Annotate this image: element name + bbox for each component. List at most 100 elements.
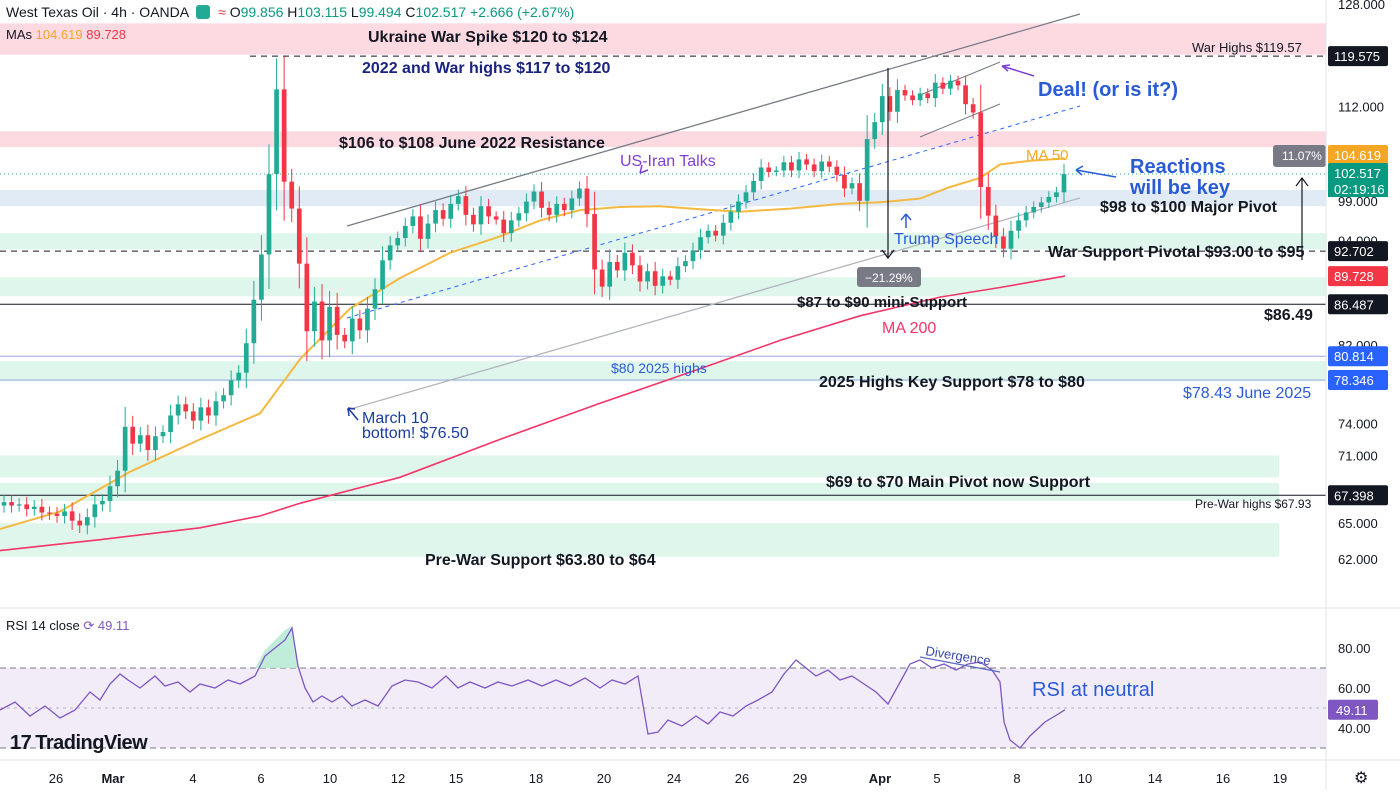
candle-body: [759, 167, 764, 180]
price-tick-6: 71.000: [1338, 448, 1378, 463]
candle-body: [607, 262, 612, 287]
change-value: +2.666 (+2.67%): [470, 4, 574, 20]
reactions-arrow-icon: [1076, 166, 1116, 177]
price-label-text: 92.702: [1334, 244, 1374, 259]
candle-body: [1039, 202, 1044, 207]
candle-body: [925, 93, 930, 98]
ma-legend[interactable]: MAs 104.619 89.728: [6, 27, 126, 42]
candle-body: [842, 175, 847, 189]
high-value: 103.115: [297, 4, 347, 20]
time-axis[interactable]: 26 Mar 4 6 10 12 15 18 20 24 26 29 Apr 5 8 10 14 16 19: [0, 760, 1400, 786]
time-tick-10: 26: [735, 771, 749, 786]
candle-body: [115, 471, 120, 487]
symbol-header[interactable]: West Texas Oil · 4h · OANDA ≈ O99.856 H1…: [6, 4, 574, 20]
support-2025-label: 2025 Highs Key Support $78 to $80: [819, 374, 1085, 391]
candle-body: [706, 231, 711, 237]
price-label-4: 92.702: [1328, 241, 1388, 261]
candle-body: [297, 209, 302, 264]
candle-body: [638, 265, 643, 281]
time-tick-7: 18: [529, 771, 543, 786]
candle-body: [509, 220, 514, 233]
price-axis[interactable]: 128.000112.00099.00094.00082.00074.00071…: [1326, 0, 1388, 790]
time-tick-4: 10: [323, 771, 337, 786]
candle-body: [547, 208, 552, 215]
candle-body: [55, 514, 60, 516]
candle-body: [577, 189, 582, 199]
candle-body: [524, 202, 529, 214]
candle-body: [918, 93, 923, 100]
candle-body: [812, 165, 817, 172]
chart-canvas[interactable]: Ukraine War Spike $120 to $1242022 and W…: [0, 0, 1400, 792]
rsi-legend[interactable]: RSI 14 close ⟳ 49.11: [6, 618, 129, 634]
candle-body: [486, 206, 491, 216]
candle-body: [744, 192, 749, 201]
candle-body: [93, 504, 98, 517]
candle-body: [645, 271, 650, 281]
candle-body: [403, 226, 408, 238]
low-label: L: [351, 4, 359, 20]
candle-body: [933, 83, 938, 98]
candle-body: [774, 170, 779, 171]
candle-body: [676, 266, 681, 280]
rsi-tick-1: 60.00: [1338, 681, 1371, 696]
candle-body: [751, 181, 756, 192]
candle-body: [267, 174, 272, 254]
candle-body: [471, 215, 476, 225]
ukraine-zone-label: Ukraine War Spike $120 to $124: [368, 29, 608, 46]
tradingview-wordmark: TradingView: [35, 732, 147, 754]
tradingview-logo: 17 TradingView: [10, 732, 147, 755]
candle-body: [630, 253, 635, 266]
candle-body: [766, 167, 771, 171]
candle-body: [562, 204, 567, 210]
candle-body: [395, 238, 400, 245]
candle-body: [1009, 231, 1014, 249]
price-label-text: 86.487: [1334, 297, 1374, 312]
candle-body: [350, 318, 355, 341]
price-label-text: 02:19:16: [1334, 182, 1385, 197]
candle-body: [941, 83, 946, 89]
rsi-tick-2: 40.00: [1338, 721, 1371, 736]
candle-body: [244, 343, 249, 372]
tradingview-mark-icon: 17: [10, 732, 31, 754]
candle-body: [138, 435, 143, 443]
pivot-label: $98 to $100 Major Pivot: [1100, 199, 1278, 216]
time-tick-13: 5: [933, 771, 940, 786]
rsi-neutral-label: RSI at neutral: [1032, 679, 1154, 701]
candle-body: [895, 90, 900, 112]
candle-body: [259, 254, 264, 299]
candle-body: [320, 302, 325, 341]
ma200-line: [0, 276, 1065, 550]
candle-body: [653, 271, 658, 286]
drawdown-pct-label: −21.29%: [865, 271, 913, 285]
candle-body: [62, 511, 67, 516]
candle-body: [691, 250, 696, 261]
time-tick-1: Mar: [101, 771, 124, 786]
candle-body: [986, 187, 991, 216]
candle-body: [2, 502, 7, 505]
main-pivot-label: $69 to $70 Main Pivot now Support: [826, 474, 1091, 491]
candle-body: [464, 196, 469, 215]
settings-gear-icon[interactable]: ⚙: [1354, 768, 1368, 788]
price-label-3: 02:19:16: [1328, 179, 1388, 197]
symbol-title[interactable]: West Texas Oil · 4h · OANDA: [6, 4, 188, 20]
candle-body: [146, 435, 151, 450]
candle-body: [456, 196, 461, 204]
ma50-label: MA 50: [1026, 147, 1069, 164]
candle-body: [517, 213, 522, 220]
candle-body: [501, 220, 506, 234]
candle-body: [312, 302, 317, 332]
price-label-0: 119.575: [1328, 46, 1388, 66]
candle-body: [729, 212, 734, 223]
war-highs-label: War Highs $119.57: [1192, 40, 1302, 55]
highs-2025-label: $80 2025 highs: [611, 360, 707, 376]
price-label-text: 119.575: [1334, 49, 1380, 64]
zone-0: [0, 23, 1326, 54]
prewar-highs-label: Pre-War highs $67.93: [1195, 497, 1312, 511]
candle-body: [1024, 212, 1029, 220]
candle-body: [335, 307, 340, 335]
candle-body: [479, 206, 484, 224]
price-label-text: 67.398: [1334, 488, 1374, 503]
candle-body: [418, 216, 423, 238]
candle-body: [660, 276, 665, 285]
candle-body: [857, 183, 862, 201]
